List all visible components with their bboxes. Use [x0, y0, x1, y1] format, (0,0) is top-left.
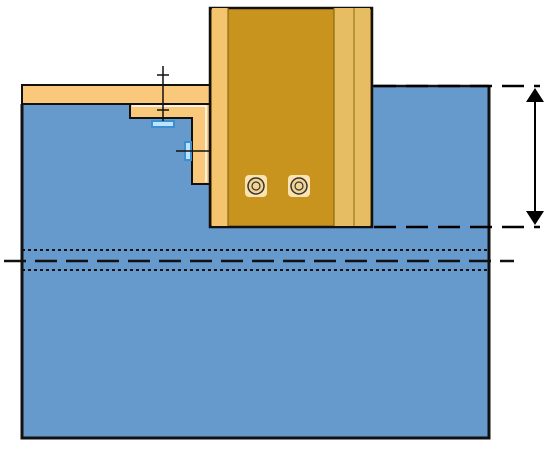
bolt-icon [288, 175, 310, 197]
double-arrow-icon [526, 88, 544, 225]
bolt-icon [245, 175, 267, 197]
crosshair-icon [157, 66, 169, 121]
post-left-flange [212, 8, 228, 226]
post-right-flange [334, 8, 370, 226]
horizontal-plank [21, 84, 211, 105]
angle-bracket-inner-line [132, 105, 207, 182]
clip-horizontal [151, 120, 175, 128]
